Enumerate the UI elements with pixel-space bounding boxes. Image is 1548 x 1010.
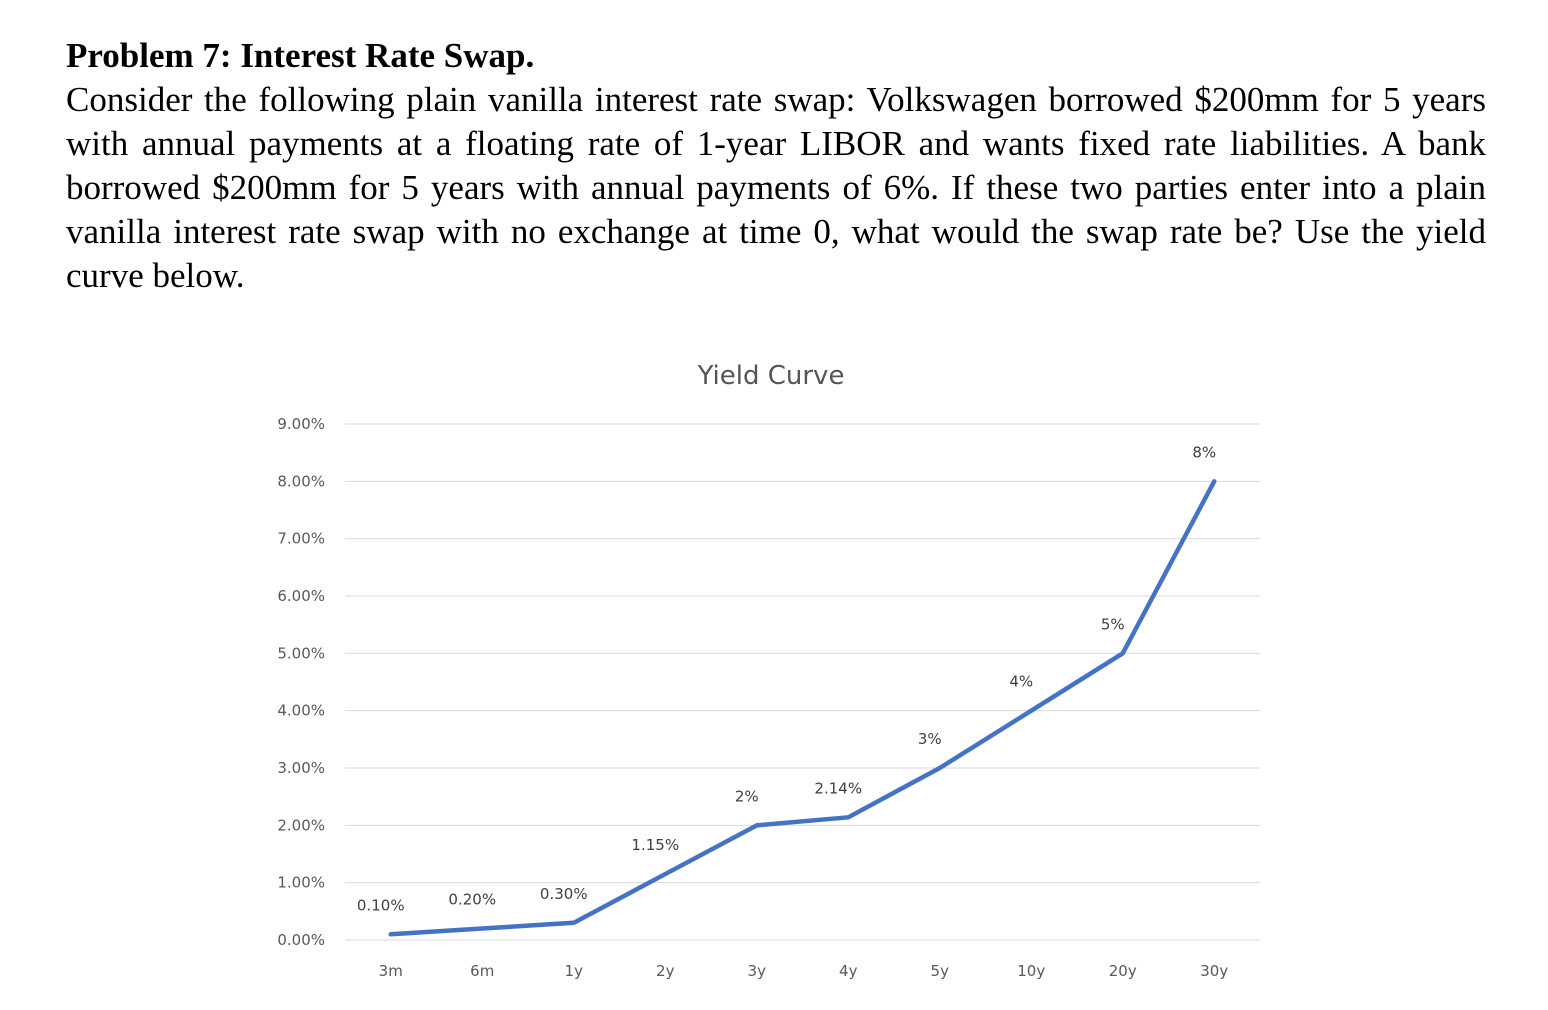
x-tick-label: 20y bbox=[1109, 962, 1137, 980]
x-tick-label: 3y bbox=[748, 962, 767, 980]
y-tick-label: 5.00% bbox=[277, 644, 325, 662]
y-tick-label: 3.00% bbox=[277, 759, 325, 777]
data-label: 1.15% bbox=[631, 836, 679, 854]
problem-statement: Problem 7: Interest Rate Swap. Consider … bbox=[66, 34, 1486, 298]
data-label: 4% bbox=[1009, 673, 1033, 691]
problem-body: Consider the following plain vanilla int… bbox=[66, 80, 1486, 295]
data-label: 5% bbox=[1101, 615, 1125, 633]
x-tick-label: 3m bbox=[379, 962, 403, 980]
y-tick-label: 6.00% bbox=[277, 587, 325, 605]
y-tick-label: 8.00% bbox=[277, 472, 325, 490]
data-label: 3% bbox=[918, 730, 942, 748]
y-axis-ticks: 0.00% 1.00% 2.00% 3.00% 4.00% 5.00% 6.00% 7.00%… bbox=[277, 415, 325, 949]
yield-curve-chart: Yield Curve 0.00% 1.00% 2.00% 3.00% 4.00% 5.0… bbox=[250, 350, 1280, 990]
data-label: 0.20% bbox=[448, 891, 496, 909]
y-tick-label: 9.00% bbox=[277, 415, 325, 433]
data-label: 8% bbox=[1192, 443, 1216, 461]
x-tick-label: 30y bbox=[1200, 962, 1228, 980]
data-label: 2.14% bbox=[814, 779, 862, 797]
series-group bbox=[388, 479, 1217, 937]
data-label: 0.30% bbox=[540, 885, 588, 903]
chart-title: Yield Curve bbox=[697, 361, 845, 391]
series-line bbox=[388, 479, 1217, 937]
x-tick-label: 4y bbox=[839, 962, 858, 980]
x-tick-label: 5y bbox=[931, 962, 950, 980]
x-tick-label: 10y bbox=[1017, 962, 1045, 980]
y-tick-label: 7.00% bbox=[277, 530, 325, 548]
x-tick-label: 6m bbox=[470, 962, 494, 980]
y-tick-label: 2.00% bbox=[277, 816, 325, 834]
grid-lines bbox=[345, 423, 1260, 941]
data-label: 2% bbox=[735, 787, 759, 805]
y-tick-label: 1.00% bbox=[277, 874, 325, 892]
data-label: 0.10% bbox=[357, 896, 405, 914]
data-labels: 0.10% 0.20% 0.30% 1.15% 2% 2.14% 3% 4% 5% 8% bbox=[357, 443, 1216, 914]
y-tick-label: 4.00% bbox=[277, 702, 325, 720]
x-tick-label: 2y bbox=[656, 962, 675, 980]
yield-curve-svg: Yield Curve 0.00% 1.00% 2.00% 3.00% 4.00% 5.0… bbox=[277, 361, 1260, 980]
y-tick-label: 0.00% bbox=[277, 931, 325, 949]
problem-title: Problem 7: Interest Rate Swap. bbox=[66, 36, 535, 75]
x-tick-label: 1y bbox=[565, 962, 584, 980]
x-axis-ticks: 3m 6m 1y 2y 3y 4y 5y 10y 20y 30y bbox=[379, 962, 1229, 980]
